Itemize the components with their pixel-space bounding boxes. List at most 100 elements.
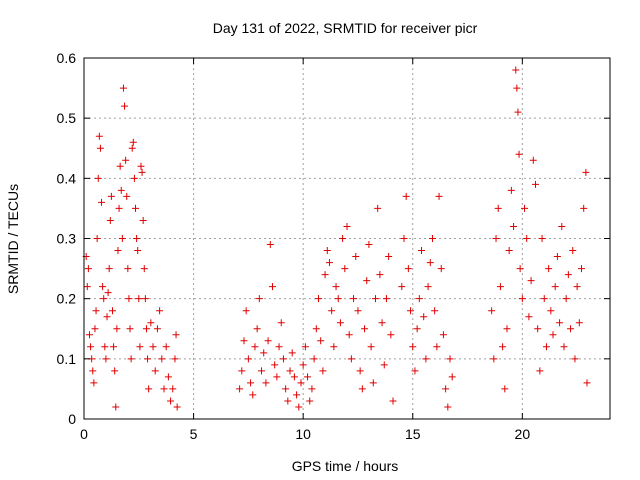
data-point [115, 204, 123, 212]
data-point [90, 379, 98, 387]
data-point [542, 343, 550, 351]
data-point [580, 204, 588, 212]
data-point [117, 186, 125, 194]
data-point [424, 283, 432, 291]
plot-frame [83, 57, 611, 420]
data-point [411, 367, 419, 375]
data-point [448, 373, 456, 381]
data-point [104, 289, 112, 297]
data-point [126, 325, 134, 333]
data-point [387, 331, 395, 339]
data-point [240, 337, 248, 345]
data-point [144, 355, 152, 363]
data-point [164, 373, 172, 381]
data-point [582, 168, 590, 176]
data-point [275, 343, 283, 351]
data-point [503, 325, 511, 333]
data-point [567, 325, 575, 333]
data-point [258, 367, 266, 375]
data-point [536, 367, 544, 375]
data-point [446, 355, 454, 363]
data-point [433, 343, 441, 351]
data-point [279, 355, 287, 363]
data-point [293, 391, 301, 399]
data-point [116, 162, 124, 170]
data-point [147, 319, 155, 327]
data-point [244, 355, 252, 363]
data-point [428, 235, 436, 242]
data-point [255, 295, 263, 303]
data-point [325, 259, 333, 267]
data-point [295, 403, 303, 411]
data-point [142, 325, 150, 333]
data-point [431, 307, 439, 315]
data-point [538, 235, 546, 242]
data-point [138, 168, 146, 176]
data-point [374, 204, 382, 212]
data-point [315, 295, 323, 303]
data-point [356, 367, 364, 375]
data-point [426, 259, 434, 267]
data-point [496, 283, 504, 291]
data-point [492, 235, 500, 242]
data-point [376, 271, 384, 279]
data-point [83, 283, 91, 291]
data-point [354, 307, 362, 315]
data-point [247, 379, 255, 387]
data-point [358, 385, 366, 393]
data-point [139, 216, 147, 224]
data-point [262, 379, 270, 387]
data-point [347, 355, 355, 363]
data-point [507, 186, 515, 194]
data-point [527, 277, 535, 285]
data-point [238, 367, 246, 375]
data-point [367, 343, 375, 351]
data-point [162, 343, 170, 351]
data-point [343, 222, 351, 230]
x-tick-label: 20 [515, 426, 531, 442]
data-point [132, 204, 140, 212]
data-point [135, 295, 143, 303]
data-point [422, 355, 430, 363]
data-point [121, 102, 129, 110]
data-point [562, 295, 570, 303]
data-point [442, 385, 450, 393]
data-point [435, 192, 443, 200]
data-point [130, 174, 138, 182]
data-point [501, 385, 509, 393]
data-point [108, 307, 116, 315]
data-point [529, 156, 537, 164]
data-point [136, 343, 144, 351]
data-point [444, 403, 452, 411]
data-point [113, 325, 121, 333]
data-point [301, 343, 309, 351]
y-tick-label: 0.1 [57, 351, 77, 367]
x-axis-label: GPS time / hours [292, 458, 399, 474]
data-point [488, 307, 496, 315]
data-point [137, 162, 145, 170]
data-point [382, 295, 390, 303]
y-tick-label: 0.4 [57, 170, 77, 186]
data-point [277, 319, 285, 327]
data-point [334, 295, 342, 303]
data-point [371, 295, 379, 303]
data-point [413, 325, 421, 333]
data-point [415, 295, 423, 303]
data-point [339, 235, 347, 242]
data-point [560, 343, 568, 351]
data-point [127, 355, 135, 363]
data-point [420, 313, 428, 321]
data-point [149, 343, 157, 351]
data-point [575, 319, 583, 327]
data-point [173, 403, 181, 411]
data-point [158, 355, 166, 363]
data-point [361, 325, 369, 333]
data-point [328, 307, 336, 315]
data-point [512, 66, 520, 74]
data-point [516, 265, 524, 273]
data-point [249, 391, 257, 399]
data-point [514, 108, 522, 116]
data-point [310, 355, 318, 363]
x-tick-label: 10 [295, 426, 311, 442]
